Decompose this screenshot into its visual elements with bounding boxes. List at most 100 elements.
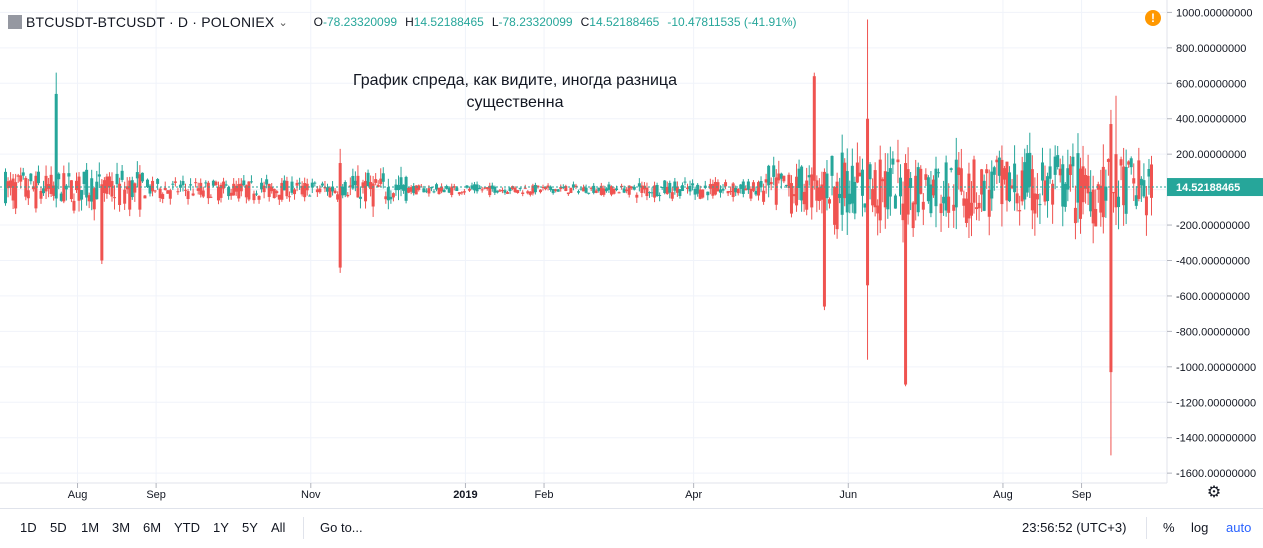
- candle-body: [686, 187, 690, 189]
- candle: [143, 194, 147, 199]
- candle: [467, 186, 471, 192]
- candlestick-chart[interactable]: 1000.00000000 800.00000000 600.00000000 400…: [0, 0, 1263, 508]
- candle: [1124, 149, 1128, 225]
- candle-body: [353, 180, 357, 185]
- chevron-down-icon[interactable]: ⌄: [278, 16, 288, 29]
- candle: [211, 179, 215, 188]
- candle-body: [206, 182, 210, 199]
- candle-body: [34, 175, 38, 209]
- candle: [855, 142, 859, 184]
- candle-body: [478, 187, 482, 189]
- candle-body: [158, 188, 162, 199]
- candle: [767, 164, 771, 198]
- candle-body: [452, 186, 456, 188]
- candle-body: [627, 185, 631, 195]
- log-toggle[interactable]: log: [1191, 520, 1209, 535]
- candle-body: [876, 205, 880, 214]
- candle-body: [1066, 168, 1070, 190]
- candle: [574, 183, 578, 189]
- candle: [587, 192, 591, 195]
- candle: [701, 189, 705, 199]
- candle: [399, 166, 403, 197]
- candle: [140, 172, 144, 183]
- candle-body: [964, 198, 968, 223]
- candle-body: [194, 182, 198, 184]
- symbol-name[interactable]: BTCUSDT-BTCUSDT · D · POLONIEX: [26, 14, 275, 30]
- candle-body: [148, 185, 152, 194]
- candle: [909, 171, 913, 211]
- candle: [789, 175, 793, 218]
- candle-body: [670, 192, 674, 199]
- candle: [599, 182, 603, 196]
- candle-body: [229, 192, 233, 196]
- range-5d-button[interactable]: 5D: [50, 520, 67, 535]
- candle-body: [909, 178, 913, 188]
- candle: [731, 182, 735, 202]
- candle-body: [244, 185, 248, 198]
- range-ytd-button[interactable]: YTD: [174, 520, 200, 535]
- candle: [280, 178, 284, 202]
- candle-body: [708, 184, 712, 189]
- candle: [320, 181, 324, 188]
- candle: [173, 177, 177, 187]
- candle-body: [404, 176, 408, 201]
- candle-body: [792, 194, 796, 197]
- candle: [564, 184, 568, 192]
- alert-icon[interactable]: !: [1145, 10, 1161, 26]
- candle: [533, 182, 537, 195]
- candle: [1053, 145, 1057, 190]
- candle-body: [1134, 195, 1138, 206]
- candle-body: [934, 168, 938, 207]
- candle: [133, 182, 137, 202]
- candle-body: [658, 195, 662, 197]
- range-5y-button[interactable]: 5Y: [242, 520, 258, 535]
- candle-body: [863, 203, 867, 208]
- candle-body: [467, 188, 471, 191]
- time-axis: Aug Sep Nov 2019 Feb Apr Jun Aug Sep: [68, 483, 1092, 501]
- candle: [224, 180, 228, 187]
- candle: [404, 175, 408, 204]
- auto-toggle[interactable]: auto: [1226, 520, 1252, 535]
- candle-body: [336, 194, 340, 200]
- candle-body: [696, 184, 700, 194]
- candle: [178, 180, 182, 192]
- candle: [465, 184, 469, 189]
- candle-body: [604, 188, 608, 192]
- candle: [995, 155, 999, 185]
- candle: [194, 178, 198, 188]
- candle-body: [660, 187, 664, 189]
- range-1m-button[interactable]: 1M: [81, 520, 100, 535]
- candle: [924, 168, 928, 186]
- candle-body: [222, 181, 226, 189]
- range-1d-button[interactable]: 1D: [20, 520, 37, 535]
- candle-body: [564, 185, 568, 192]
- candle: [1023, 148, 1027, 210]
- candle: [769, 177, 773, 191]
- candle-body: [1020, 170, 1024, 202]
- candle-body: [277, 194, 281, 200]
- candle-body: [318, 188, 322, 193]
- candle: [977, 195, 981, 221]
- gear-icon[interactable]: ⚙: [1206, 484, 1222, 501]
- price-tick-label: 800.00000000: [1176, 43, 1246, 55]
- range-all-button[interactable]: All: [271, 520, 286, 535]
- candle: [328, 186, 332, 198]
- candle: [107, 172, 111, 195]
- candle-body: [1025, 153, 1029, 193]
- candle-body: [1089, 191, 1093, 212]
- candle-body: [668, 182, 672, 193]
- candle-body: [967, 173, 971, 219]
- range-1y-button[interactable]: 1Y: [213, 520, 229, 535]
- range-6m-button[interactable]: 6M: [143, 520, 162, 535]
- candle-body: [772, 165, 776, 177]
- goto-button[interactable]: Go to...: [320, 520, 363, 535]
- candle-body: [287, 196, 291, 198]
- candle: [161, 192, 165, 204]
- range-3m-button[interactable]: 3M: [112, 520, 131, 535]
- percent-toggle[interactable]: %: [1163, 520, 1175, 535]
- candle-body: [1000, 159, 1004, 205]
- candle-body: [495, 190, 499, 193]
- time-tick-label: Sep: [1072, 489, 1092, 501]
- candle: [886, 153, 890, 219]
- candle-body: [422, 188, 426, 193]
